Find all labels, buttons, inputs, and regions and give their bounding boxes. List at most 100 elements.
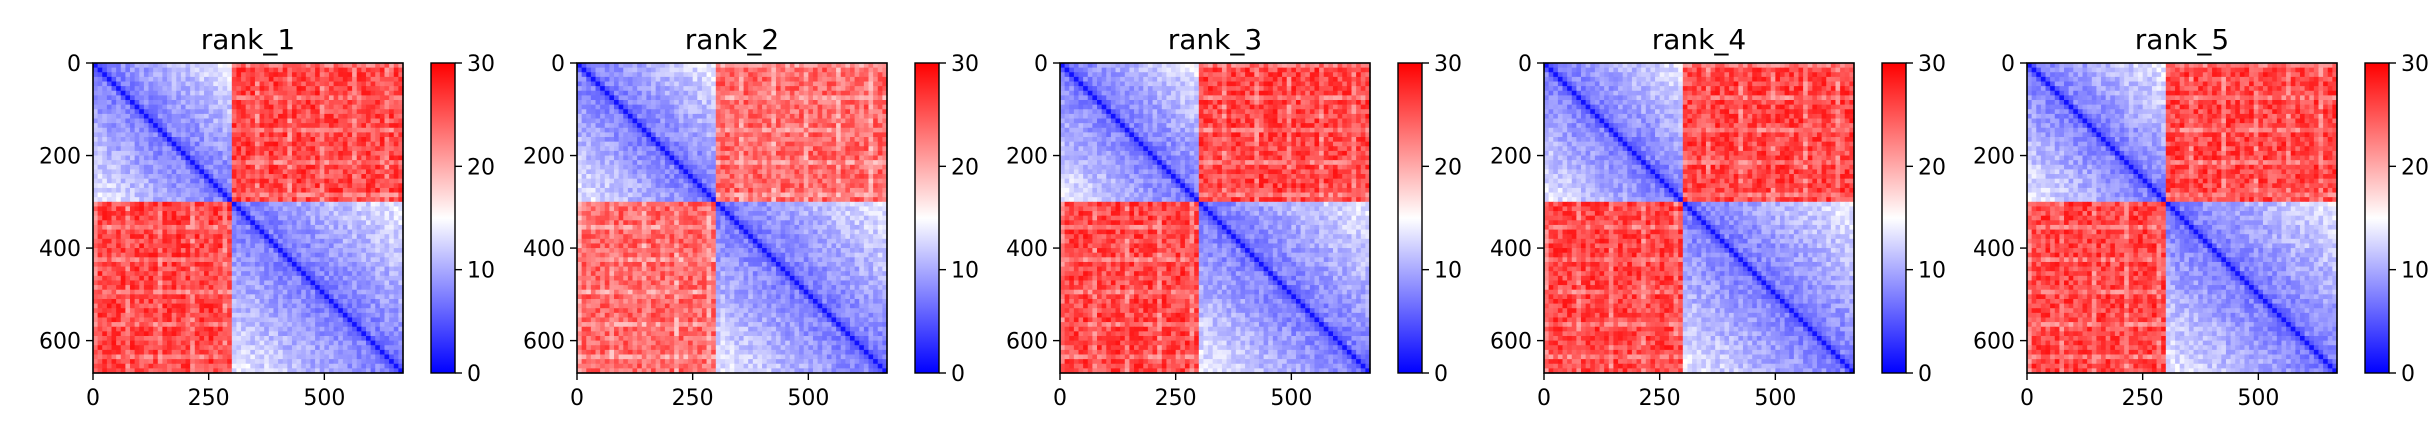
- heatmap-cell: [153, 86, 158, 91]
- heatmap-cell: [139, 123, 144, 128]
- heatmap-cell: [250, 239, 255, 244]
- heatmap-cell: [125, 165, 130, 170]
- heatmap-cell: [366, 86, 371, 91]
- heatmap-cell: [116, 91, 121, 96]
- heatmap-cell: [209, 317, 214, 322]
- heatmap-cell: [260, 105, 265, 110]
- heatmap-cell: [125, 142, 130, 147]
- heatmap-cell: [711, 91, 716, 96]
- heatmap-cell: [125, 285, 130, 290]
- heatmap-cell: [199, 68, 204, 73]
- heatmap-cell: [107, 280, 112, 285]
- heatmap-cell: [139, 197, 144, 202]
- heatmap-cell: [394, 211, 399, 216]
- heatmap-cell: [112, 119, 117, 124]
- heatmap-cell: [107, 82, 112, 87]
- heatmap-cell: [394, 95, 399, 100]
- heatmap-cell: [394, 86, 399, 91]
- heatmap-cell: [199, 137, 204, 142]
- heatmap-cell: [315, 100, 320, 105]
- heatmap-cell: [199, 345, 204, 350]
- heatmap-cell: [297, 82, 302, 87]
- heatmap-cell: [260, 230, 265, 235]
- heatmap-cell: [315, 119, 320, 124]
- heatmap-cell: [301, 285, 306, 290]
- heatmap-cell: [190, 142, 195, 147]
- heatmap-cell: [320, 304, 325, 309]
- heatmap-cell: [315, 151, 320, 156]
- heatmap-cell: [716, 82, 721, 87]
- heatmap-cell: [241, 359, 246, 364]
- heatmap-cell: [334, 364, 339, 369]
- heatmap-cell: [287, 160, 292, 165]
- heatmap-cell: [102, 137, 107, 142]
- heatmap-cell: [375, 82, 380, 87]
- heatmap-cell: [283, 225, 288, 230]
- heatmap-cell: [371, 137, 376, 142]
- heatmap-cell: [283, 91, 288, 96]
- heatmap-cell: [287, 114, 292, 119]
- heatmap-cell: [149, 151, 154, 156]
- heatmap-cell: [269, 105, 274, 110]
- heatmap-cell: [707, 91, 712, 96]
- heatmap-cell: [334, 234, 339, 239]
- heatmap-cell: [98, 82, 103, 87]
- heatmap-cell: [394, 100, 399, 105]
- heatmap-cell: [102, 123, 107, 128]
- heatmap-cell: [121, 257, 126, 262]
- heatmap-cell: [264, 91, 269, 96]
- heatmap-cell: [144, 95, 149, 100]
- heatmap-cell: [371, 276, 376, 281]
- heatmap-cell: [98, 68, 103, 73]
- heatmap-cell: [269, 211, 274, 216]
- heatmap-cell: [320, 230, 325, 235]
- heatmap-cell: [116, 304, 121, 309]
- heatmap-cell: [264, 183, 269, 188]
- heatmap-cell: [384, 193, 389, 198]
- heatmap-cell: [324, 137, 329, 142]
- heatmap-cell: [204, 132, 209, 137]
- heatmap-cell: [366, 331, 371, 336]
- heatmap-cell: [338, 364, 343, 369]
- heatmap-cell: [287, 354, 292, 359]
- heatmap-cell: [371, 336, 376, 341]
- heatmap-cell: [241, 165, 246, 170]
- heatmap-cell: [301, 280, 306, 285]
- heatmap-cell: [651, 68, 656, 73]
- heatmap-cell: [116, 100, 121, 105]
- heatmap-cell: [357, 304, 362, 309]
- heatmap-cell: [822, 68, 827, 73]
- heatmap-cell: [306, 290, 311, 295]
- heatmap-cell: [223, 202, 228, 207]
- heatmap-cell: [172, 82, 177, 87]
- heatmap-cell: [278, 105, 283, 110]
- heatmap-cell: [380, 211, 385, 216]
- heatmap-cell: [375, 109, 380, 114]
- heatmap-cell: [149, 142, 154, 147]
- heatmap-cell: [260, 364, 265, 369]
- heatmap-cell: [121, 359, 126, 364]
- heatmap-cell: [343, 109, 348, 114]
- heatmap-cell: [371, 248, 376, 253]
- y-tick-label: 600: [39, 330, 81, 355]
- heatmap-cell: [831, 86, 836, 91]
- heatmap-cell: [324, 308, 329, 313]
- heatmap-cell: [172, 197, 177, 202]
- heatmap-cell: [213, 86, 218, 91]
- heatmap-cell: [287, 243, 292, 248]
- heatmap-cell: [389, 257, 394, 262]
- heatmap-cell: [139, 72, 144, 77]
- heatmap-cell: [688, 82, 693, 87]
- heatmap-cell: [112, 105, 117, 110]
- heatmap-cell: [371, 354, 376, 359]
- heatmap-cell: [204, 188, 209, 193]
- heatmap-cell: [264, 354, 269, 359]
- heatmap-cell: [324, 77, 329, 82]
- heatmap-cell: [347, 114, 352, 119]
- heatmap-cell: [301, 165, 306, 170]
- heatmap-cell: [172, 359, 177, 364]
- heatmap-cell: [260, 257, 265, 262]
- heatmap-cell: [186, 313, 191, 318]
- heatmap-cell: [125, 257, 130, 262]
- heatmap-cell: [269, 82, 274, 87]
